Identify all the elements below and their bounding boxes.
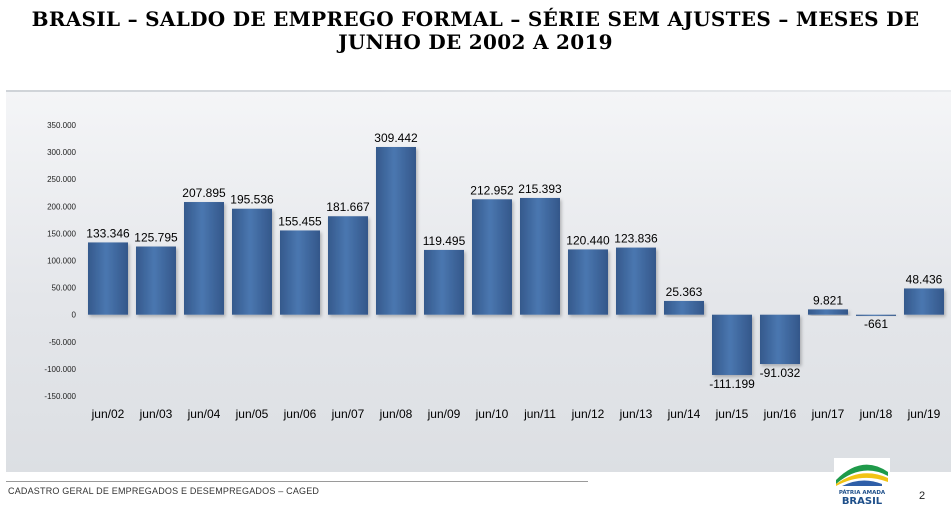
value-label: 120.440 — [566, 233, 610, 247]
bar-jun-17 — [808, 309, 848, 315]
value-label: 181.667 — [326, 200, 370, 214]
value-label: 25.363 — [666, 285, 703, 299]
logo-line2: BRASIL — [842, 496, 883, 507]
bar-jun-09 — [424, 249, 464, 315]
bar-jun-04 — [184, 202, 224, 315]
y-tick-label: 0 — [72, 311, 77, 320]
y-tick-label: 350.000 — [47, 121, 76, 130]
x-tick-label: jun/06 — [283, 407, 317, 421]
bar-jun-13 — [616, 247, 656, 315]
value-label: -661 — [864, 317, 888, 331]
bar-jun-12 — [568, 249, 608, 315]
bar-jun-18 — [856, 314, 896, 316]
page-number: 2 — [919, 490, 926, 502]
y-tick-label: 200.000 — [47, 202, 76, 211]
value-label: -111.199 — [709, 377, 755, 391]
y-tick-label: 50.000 — [52, 284, 77, 293]
footer-source: CADASTRO GERAL DE EMPREGADOS E DESEMPREG… — [8, 486, 320, 496]
value-label: 309.442 — [374, 131, 418, 145]
value-labels-group: 133.346 125.795 207.895 195.536 155.455 181.6… — [86, 131, 942, 391]
title-line-1: BRASIL – SALDO DE EMPREGO FORMAL – SÉRIE… — [31, 7, 920, 31]
y-tick-label: 250.000 — [47, 175, 76, 184]
y-tick-label: -150.000 — [44, 392, 76, 401]
bar-jun-19 — [904, 288, 944, 315]
x-tick-label: jun/05 — [235, 407, 269, 421]
title-line-2: JUNHO DE 2002 A 2019 — [338, 30, 613, 54]
bars-group — [88, 146, 944, 375]
value-label: 212.952 — [470, 183, 514, 197]
value-label: 215.393 — [518, 182, 562, 196]
x-tick-label: jun/04 — [187, 407, 221, 421]
y-axis: 350.000 300.000 250.000 200.000 150.000 100.0… — [44, 121, 76, 401]
value-label: 195.536 — [230, 193, 274, 207]
footer-divider — [6, 481, 588, 482]
value-label: 9.821 — [813, 293, 843, 307]
bar-jun-14 — [664, 300, 704, 315]
value-label: 207.895 — [182, 186, 226, 200]
page-title: BRASIL – SALDO DE EMPREGO FORMAL – SÉRIE… — [0, 8, 951, 54]
x-tick-label: jun/15 — [715, 407, 749, 421]
value-label: 155.455 — [278, 214, 322, 228]
x-tick-label: jun/16 — [763, 407, 797, 421]
x-tick-label: jun/10 — [475, 407, 509, 421]
x-tick-label: jun/17 — [811, 407, 845, 421]
x-tick-label: jun/03 — [139, 407, 173, 421]
value-label: 48.436 — [906, 272, 943, 286]
bar-jun-05 — [232, 208, 272, 315]
x-tick-label: jun/19 — [907, 407, 941, 421]
x-tick-label: jun/11 — [523, 407, 556, 421]
x-tick-label: jun/08 — [379, 407, 413, 421]
bar-jun-06 — [280, 230, 320, 315]
logo-line1: PÁTRIA AMADA — [839, 489, 886, 496]
value-label: 133.346 — [86, 226, 130, 240]
x-tick-label: jun/02 — [91, 407, 125, 421]
x-tick-label: jun/18 — [859, 407, 893, 421]
bar-jun-10 — [472, 199, 512, 315]
y-tick-label: -50.000 — [49, 338, 77, 347]
x-tick-label: jun/07 — [331, 407, 365, 421]
patria-amada-brasil-logo: PÁTRIA AMADA BRASIL — [834, 458, 890, 507]
header-divider — [6, 90, 951, 92]
value-label: -91.032 — [760, 366, 801, 380]
value-label: 119.495 — [423, 234, 466, 248]
bar-jun-15 — [712, 314, 752, 375]
y-tick-label: -100.000 — [44, 365, 76, 374]
bar-jun-07 — [328, 216, 368, 315]
bar-jun-08 — [376, 146, 416, 315]
x-tick-label: jun/09 — [427, 407, 461, 421]
y-tick-label: 300.000 — [47, 148, 76, 157]
value-label: 125.795 — [134, 231, 178, 245]
x-tick-label: jun/13 — [619, 407, 653, 421]
x-labels-group: jun/02 jun/03 jun/04 jun/05 jun/06 jun/07 jun/… — [91, 407, 941, 421]
x-tick-label: jun/12 — [571, 407, 605, 421]
y-tick-label: 100.000 — [47, 257, 76, 266]
bar-jun-16 — [760, 314, 800, 365]
bar-jun-03 — [136, 246, 176, 315]
x-tick-label: jun/14 — [667, 407, 701, 421]
y-tick-label: 150.000 — [47, 229, 76, 238]
value-label: 123.836 — [614, 232, 658, 246]
bar-jun-11 — [520, 197, 560, 315]
bar-jun-02 — [88, 242, 128, 315]
